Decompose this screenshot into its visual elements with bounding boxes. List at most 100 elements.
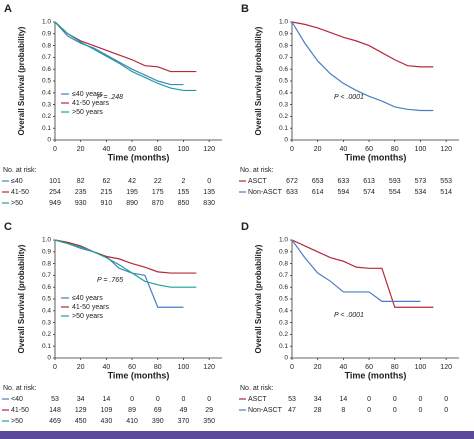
risk-count: 0 xyxy=(367,407,371,414)
risk-count: 593 xyxy=(389,178,401,185)
x-tick-label: 40 xyxy=(339,364,347,371)
risk-count: 574 xyxy=(363,189,375,196)
x-axis-title: Time (months) xyxy=(108,370,170,380)
risk-row-label: Non-ASCT xyxy=(248,407,283,414)
x-tick-label: 100 xyxy=(178,146,190,153)
risk-count: 28 xyxy=(314,407,322,414)
y-tick-label: 0.3 xyxy=(279,319,288,326)
risk-count: 69 xyxy=(154,407,162,414)
y-tick-label: 0.5 xyxy=(42,296,51,303)
risk-count: 514 xyxy=(440,189,452,196)
y-tick-label: 0.1 xyxy=(42,125,51,132)
survival-curve xyxy=(291,239,421,302)
risk-count: 34 xyxy=(314,396,322,403)
risk-count: 672 xyxy=(286,178,298,185)
y-tick-label: 0.7 xyxy=(42,272,51,279)
x-tick-label: 60 xyxy=(365,146,373,153)
risk-count: 29 xyxy=(205,407,213,414)
risk-row-label: >50 xyxy=(11,418,23,425)
panel-label: D xyxy=(241,221,249,233)
y-tick-label: 0.2 xyxy=(279,113,288,120)
y-tick-label: 0.4 xyxy=(42,90,51,97)
x-tick-label: 0 xyxy=(53,146,57,153)
x-tick-label: 60 xyxy=(128,364,136,371)
risk-count: 553 xyxy=(440,178,452,185)
risk-count: 14 xyxy=(102,396,110,403)
risk-count: 195 xyxy=(126,189,138,196)
risk-count: 53 xyxy=(288,396,296,403)
x-tick-label: 80 xyxy=(391,146,399,153)
panel-label: A xyxy=(4,3,12,15)
x-tick-label: 80 xyxy=(154,146,162,153)
x-tick-label: 120 xyxy=(203,364,215,371)
x-tick-label: 20 xyxy=(314,364,322,371)
risk-count: 101 xyxy=(49,178,61,185)
risk-count: 62 xyxy=(102,178,110,185)
risk-count: 0 xyxy=(156,396,160,403)
risk-count: 129 xyxy=(75,407,87,414)
legend-label: >50 years xyxy=(72,109,103,116)
y-tick-label: 0.9 xyxy=(279,31,288,38)
y-axis-title: Overall Survival (probability) xyxy=(254,244,263,353)
risk-count: 613 xyxy=(363,178,375,185)
risk-count: 89 xyxy=(128,407,136,414)
risk-count: 0 xyxy=(444,396,448,403)
y-tick-label: 0 xyxy=(47,355,51,362)
risk-table-title: No. at risk: xyxy=(240,167,274,174)
x-tick-label: 120 xyxy=(203,146,215,153)
panel-label: C xyxy=(4,221,12,233)
y-tick-label: 0.6 xyxy=(42,66,51,73)
y-tick-label: 0.6 xyxy=(279,66,288,73)
y-tick-label: 0.2 xyxy=(42,331,51,338)
risk-count: 0 xyxy=(207,396,211,403)
risk-count: 594 xyxy=(338,189,350,196)
survival-curve xyxy=(54,21,184,86)
risk-count: 890 xyxy=(126,200,138,207)
risk-count: 235 xyxy=(75,189,87,196)
risk-count: 254 xyxy=(49,189,61,196)
risk-count: 534 xyxy=(415,189,427,196)
x-tick-label: 120 xyxy=(440,364,452,371)
y-axis-title: Overall Survival (probability) xyxy=(254,26,263,135)
risk-count: 633 xyxy=(338,178,350,185)
y-tick-label: 1.0 xyxy=(279,237,288,244)
x-tick-label: 100 xyxy=(178,364,190,371)
risk-count: 14 xyxy=(339,396,347,403)
y-tick-label: 0.4 xyxy=(279,308,288,315)
y-tick-label: 0.9 xyxy=(279,249,288,256)
risk-count: 0 xyxy=(419,396,423,403)
x-tick-label: 80 xyxy=(154,364,162,371)
x-tick-label: 120 xyxy=(440,146,452,153)
y-tick-label: 0.7 xyxy=(42,54,51,61)
p-value: P < .0001 xyxy=(334,94,364,101)
risk-count: 135 xyxy=(203,189,215,196)
risk-row-label: ASCT xyxy=(248,178,267,185)
risk-table-title: No. at risk: xyxy=(3,167,37,174)
y-tick-label: 0.4 xyxy=(42,308,51,315)
risk-count: 0 xyxy=(207,178,211,185)
p-value: P < .0001 xyxy=(334,312,364,319)
y-tick-label: 1.0 xyxy=(42,19,51,26)
y-axis-title: Overall Survival (probability) xyxy=(17,244,26,353)
risk-count: 573 xyxy=(415,178,427,185)
risk-count: 930 xyxy=(75,200,87,207)
risk-count: 633 xyxy=(286,189,298,196)
y-tick-label: 0 xyxy=(284,137,288,144)
x-tick-label: 40 xyxy=(339,146,347,153)
x-tick-label: 40 xyxy=(102,364,110,371)
y-tick-label: 0.8 xyxy=(42,42,51,49)
risk-count: 350 xyxy=(203,418,215,425)
risk-count: 0 xyxy=(130,396,134,403)
risk-count: 109 xyxy=(101,407,113,414)
legend-label: 41-50 years xyxy=(72,100,109,107)
risk-count: 42 xyxy=(128,178,136,185)
y-tick-label: 1.0 xyxy=(42,237,51,244)
risk-table-title: No. at risk: xyxy=(240,385,274,392)
x-axis-title: Time (months) xyxy=(345,152,407,162)
x-tick-label: 20 xyxy=(314,146,322,153)
y-tick-label: 0.8 xyxy=(42,260,51,267)
y-tick-label: 0.1 xyxy=(42,343,51,350)
y-tick-label: 0.3 xyxy=(279,101,288,108)
y-tick-label: 0.1 xyxy=(279,125,288,132)
risk-count: 830 xyxy=(203,200,215,207)
